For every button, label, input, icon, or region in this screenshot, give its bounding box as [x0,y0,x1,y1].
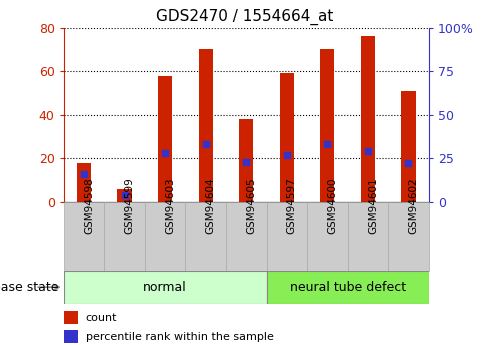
Bar [104,202,145,271]
Bar [347,202,388,271]
Text: GSM94602: GSM94602 [409,177,418,234]
Bar [388,202,429,271]
Text: GSM94600: GSM94600 [327,177,337,234]
Bar [198,49,213,202]
Text: GSM94598: GSM94598 [84,177,94,234]
Bar [118,189,132,202]
Bar [77,162,91,202]
Text: neural tube defect: neural tube defect [290,281,406,294]
Text: percentile rank within the sample: percentile rank within the sample [86,332,273,342]
Bar [64,330,78,343]
Text: normal: normal [143,281,187,294]
Bar [64,271,267,304]
Text: disease state: disease state [0,281,59,294]
Bar [64,202,104,271]
Bar [239,119,253,202]
Bar [145,202,185,271]
Bar [267,202,307,271]
Text: GSM94599: GSM94599 [124,177,135,234]
Bar [401,91,416,202]
Bar [226,202,267,271]
Text: GDS2470 / 1554664_at: GDS2470 / 1554664_at [156,9,334,25]
Bar [185,202,226,271]
Text: GSM94604: GSM94604 [206,177,216,234]
Bar [64,311,78,324]
Bar [307,202,347,271]
Text: GSM94601: GSM94601 [368,177,378,234]
Bar [158,76,172,202]
Bar [267,271,429,304]
Bar [361,36,375,202]
Text: GSM94603: GSM94603 [165,177,175,234]
Bar [280,73,294,202]
Text: GSM94605: GSM94605 [246,177,256,234]
Text: count: count [86,313,117,323]
Text: GSM94597: GSM94597 [287,177,297,234]
Bar [320,49,335,202]
